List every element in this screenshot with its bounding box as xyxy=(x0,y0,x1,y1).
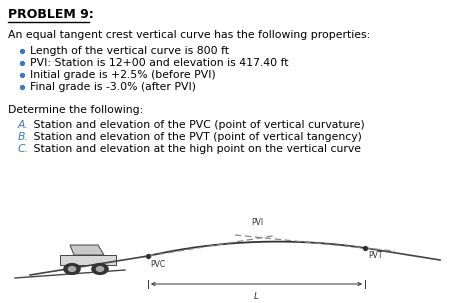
Circle shape xyxy=(64,264,80,275)
Circle shape xyxy=(69,267,75,271)
Circle shape xyxy=(92,264,108,275)
Text: Length of the vertical curve is 800 ft: Length of the vertical curve is 800 ft xyxy=(30,46,229,56)
Circle shape xyxy=(96,267,104,271)
Polygon shape xyxy=(70,245,104,255)
Text: L: L xyxy=(254,292,259,301)
Text: Determine the following:: Determine the following: xyxy=(8,105,143,115)
Text: PVI: Station is 12+00 and elevation is 417.40 ft: PVI: Station is 12+00 and elevation is 4… xyxy=(30,58,288,68)
Text: Final grade is -3.0% (after PVI): Final grade is -3.0% (after PVI) xyxy=(30,82,196,92)
Text: Station and elevation of the PVC (point of vertical curvature): Station and elevation of the PVC (point … xyxy=(30,120,365,130)
Text: PVT: PVT xyxy=(368,251,383,260)
Text: A.: A. xyxy=(18,120,29,130)
Text: Initial grade is +2.5% (before PVI): Initial grade is +2.5% (before PVI) xyxy=(30,70,216,80)
Text: PVI: PVI xyxy=(251,218,263,227)
Text: Station and elevation of the PVT (point of vertical tangency): Station and elevation of the PVT (point … xyxy=(30,132,362,142)
Polygon shape xyxy=(60,255,116,265)
Text: Station and elevation at the high point on the vertical curve: Station and elevation at the high point … xyxy=(30,144,361,154)
Text: PVC: PVC xyxy=(150,260,165,269)
Text: PROBLEM 9:: PROBLEM 9: xyxy=(8,8,94,21)
Text: C.: C. xyxy=(18,144,29,154)
Text: An equal tangent crest vertical curve has the following properties:: An equal tangent crest vertical curve ha… xyxy=(8,30,370,40)
Text: B.: B. xyxy=(18,132,29,142)
